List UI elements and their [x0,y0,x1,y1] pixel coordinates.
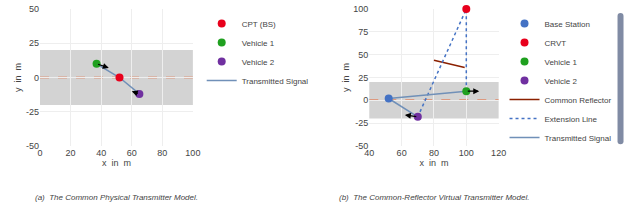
svg-text:0: 0 [37,148,42,158]
svg-text:100: 100 [459,148,474,158]
svg-text:-50: -50 [26,141,39,151]
svg-text:50: 50 [29,4,39,14]
svg-text:25: 25 [29,38,39,48]
svg-text:60: 60 [127,148,137,158]
svg-text:75: 75 [358,27,368,37]
svg-text:120: 120 [491,148,506,158]
svg-text:Extension Line: Extension Line [545,115,598,124]
svg-text:25: 25 [358,73,368,83]
svg-text:y in m: y in m [341,63,351,92]
svg-text:-50: -50 [355,141,368,151]
svg-text:CPT (BS): CPT (BS) [242,20,276,29]
svg-text:0: 0 [363,95,368,105]
svg-text:60: 60 [397,148,407,158]
svg-text:Vehicle 1: Vehicle 1 [242,39,275,48]
svg-text:0: 0 [34,73,39,83]
svg-text:100: 100 [185,148,200,158]
svg-text:50: 50 [358,50,368,60]
svg-text:(a) The Common Physical Trans: (a) The Common Physical Transmitter Mode… [35,193,198,202]
svg-text:40: 40 [96,148,106,158]
svg-text:Base Station: Base Station [545,20,590,29]
svg-text:x in m: x in m [419,158,448,168]
svg-text:80: 80 [429,148,439,158]
svg-text:Transmitted Signal: Transmitted Signal [242,77,309,86]
svg-text:CRVT: CRVT [545,39,567,48]
svg-text:-25: -25 [355,118,368,128]
svg-text:-25: -25 [26,107,39,117]
svg-text:y in m: y in m [13,63,23,92]
svg-text:Common Reflector: Common Reflector [545,96,612,105]
svg-text:x in m: x in m [102,158,131,168]
svg-text:(b) The Common-Reflector Virt: (b) The Common-Reflector Virtual Transmi… [339,193,529,202]
svg-text:40: 40 [364,148,374,158]
svg-text:80: 80 [157,148,167,158]
svg-text:20: 20 [66,148,76,158]
svg-text:Vehicle 2: Vehicle 2 [242,58,275,67]
svg-text:100: 100 [353,4,368,14]
svg-text:Vehicle 1: Vehicle 1 [545,58,578,67]
svg-text:Transmitted Signal: Transmitted Signal [545,134,612,143]
svg-text:Vehicle 2: Vehicle 2 [545,77,578,86]
